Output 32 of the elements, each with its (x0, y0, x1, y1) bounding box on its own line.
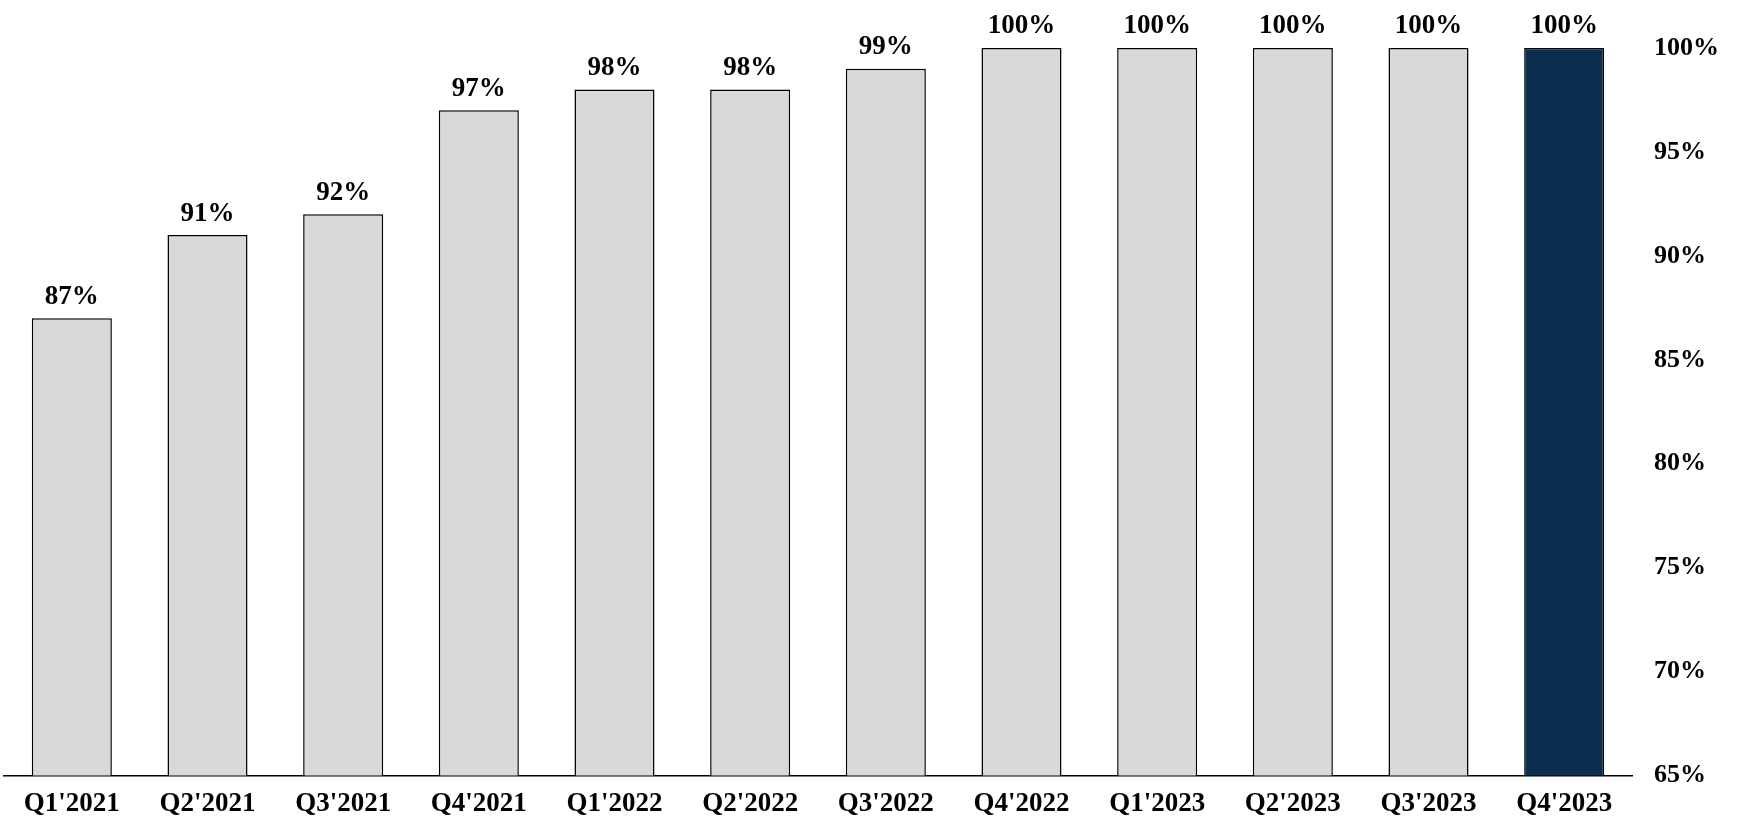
data-label: 97% (451, 71, 506, 102)
x-tick-label: Q3'2021 (295, 786, 392, 817)
data-label: 98% (723, 51, 778, 82)
y-tick-label: 85% (1654, 343, 1706, 373)
data-label: 98% (587, 51, 642, 82)
x-tick-label: Q2'2022 (702, 786, 799, 817)
data-label: 100% (987, 9, 1056, 40)
x-tick-label: Q1'2021 (23, 786, 120, 817)
y-tick-label: 75% (1654, 551, 1706, 581)
data-label: 100% (1530, 9, 1598, 40)
y-tick-label: 80% (1654, 447, 1706, 477)
y-tick-label: 95% (1654, 135, 1706, 165)
data-label: 100% (1394, 9, 1463, 40)
x-tick-label: Q2'2021 (159, 786, 256, 817)
x-tick-label: Q3'2023 (1380, 786, 1477, 817)
y-tick-label: 100% (1654, 31, 1719, 61)
y-tick-label: 70% (1654, 655, 1706, 685)
data-label: 100% (1259, 9, 1327, 40)
data-label: 92% (316, 175, 371, 206)
data-label: 99% (858, 30, 913, 61)
x-tick-label: Q4'2021 (430, 786, 527, 817)
x-tick-label: Q4'2022 (973, 786, 1070, 817)
data-label: 91% (180, 196, 235, 227)
y-tick-label: 90% (1654, 239, 1706, 269)
x-tick-label: Q1'2023 (1109, 786, 1206, 817)
data-label: 100% (1123, 9, 1191, 40)
data-label: 87% (44, 279, 99, 310)
y-tick-label: 65% (1654, 759, 1706, 789)
x-tick-label: Q3'2022 (837, 786, 934, 817)
x-tick-label: Q2'2023 (1244, 786, 1341, 817)
x-tick-label: Q4'2023 (1516, 786, 1613, 817)
x-tick-label: Q1'2022 (566, 786, 663, 817)
